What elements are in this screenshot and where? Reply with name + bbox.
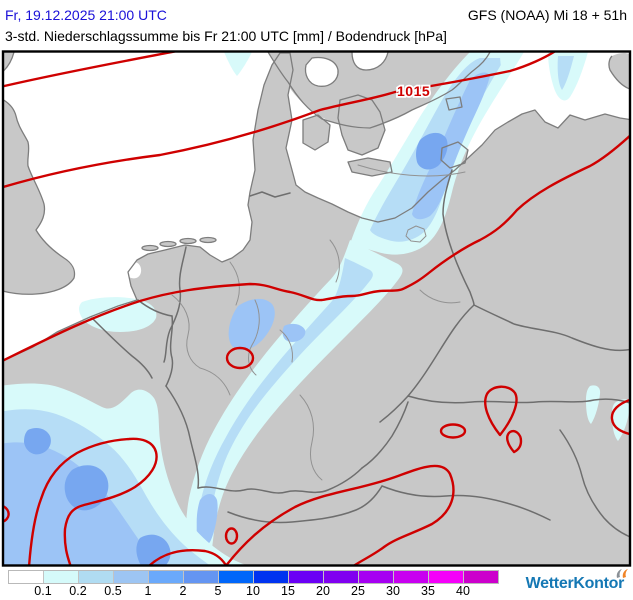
legend-tick-0.1: 0.1 [34, 584, 52, 598]
legend-swatch-12 [429, 571, 464, 583]
legend-tick-25: 25 [351, 584, 365, 598]
legend-swatch-7 [254, 571, 289, 583]
header-datetime: Fr, 19.12.2025 21:00 UTC [5, 7, 167, 23]
map-title: 3-std. Niederschlagssumme bis Fr 21:00 U… [5, 28, 447, 44]
isobars-layer: 1015 [4, 52, 629, 565]
legend-swatch-2 [79, 571, 114, 583]
header-model-run: GFS (NOAA) Mi 18 + 51h [467, 7, 627, 23]
legend-swatch-9 [324, 571, 359, 583]
legend-tick-2: 2 [179, 584, 187, 598]
legend-tick-5: 5 [214, 584, 222, 598]
legend-tick-1: 1 [144, 584, 152, 598]
map-frame [1, 50, 632, 567]
wetterkontor-logo[interactable]: WetterKontor [525, 569, 628, 593]
legend-swatch-3 [114, 571, 149, 583]
isobar-label: 1015 [397, 83, 430, 99]
legend-swatch-6 [219, 571, 254, 583]
legend-tick-0.2: 0.2 [69, 584, 87, 598]
legend-swatch-0 [9, 571, 44, 583]
logo-swirl-icon [616, 569, 628, 578]
legend-tick-0.5: 0.5 [104, 584, 122, 598]
legend-swatch-13 [464, 571, 498, 583]
legend-swatch-11 [394, 571, 429, 583]
coastline-layer [4, 52, 629, 361]
legend-swatch-10 [359, 571, 394, 583]
legend-swatch-4 [149, 571, 184, 583]
precipitation-layer [4, 52, 629, 565]
legend-tick-30: 30 [386, 584, 400, 598]
legend-tick-20: 20 [316, 584, 330, 598]
legend-tick-10: 10 [246, 584, 260, 598]
legend-tick-15: 15 [281, 584, 295, 598]
legend-tick-labels: 0.1 0.2 0.5 1 2 5 10 15 20 25 30 35 40 [8, 584, 508, 598]
legend-swatch-8 [289, 571, 324, 583]
logo-text[interactable]: WetterKontor [525, 575, 625, 592]
legend-tick-40: 40 [456, 584, 470, 598]
borders-layer [91, 164, 629, 538]
legend-swatch-1 [44, 571, 79, 583]
precipitation-legend [8, 570, 499, 584]
legend-tick-35: 35 [421, 584, 435, 598]
legend-swatch-5 [184, 571, 219, 583]
